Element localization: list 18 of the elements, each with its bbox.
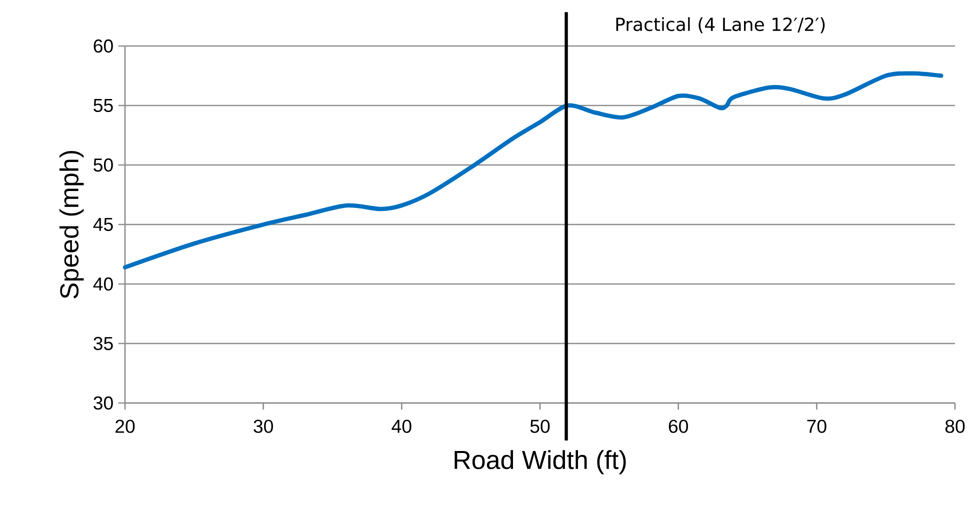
x-tick-label: 70 [807, 420, 826, 433]
y-tick-label: 35 [94, 336, 113, 350]
y-tick-label: 40 [93, 277, 113, 291]
y-axis-title: Speed (mph) [59, 151, 84, 298]
y-tick-label: 45 [93, 218, 113, 232]
x-tick-label: 30 [254, 420, 273, 433]
x-axis-title: Road Width (ft) [454, 450, 626, 474]
line-series [122, 71, 944, 270]
ref-line-label: Practical (4 Lane 12′/2′) [616, 17, 825, 34]
x-tick-label: 20 [116, 420, 135, 433]
y-tick-label: 30 [94, 396, 113, 410]
x-tick-label: 50 [530, 420, 550, 433]
y-tick-label: 50 [94, 158, 113, 172]
x-tick-label: 40 [392, 420, 412, 433]
x-tick-label: 60 [668, 420, 688, 433]
x-tick-label: 80 [945, 420, 965, 433]
y-tick-label: 60 [94, 39, 113, 53]
y-tick-label: 55 [94, 98, 113, 112]
